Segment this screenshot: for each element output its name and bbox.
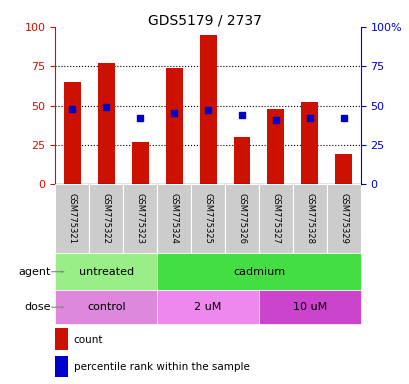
Bar xyxy=(55,290,157,324)
Bar xyxy=(123,184,157,253)
Bar xyxy=(157,253,360,290)
Bar xyxy=(165,68,182,184)
Bar xyxy=(55,253,157,290)
Bar xyxy=(64,82,81,184)
Bar xyxy=(225,184,258,253)
Text: GSM775323: GSM775323 xyxy=(135,194,144,244)
Text: control: control xyxy=(87,302,125,312)
Bar xyxy=(233,137,250,184)
Bar xyxy=(267,109,284,184)
Bar xyxy=(55,184,89,253)
Bar xyxy=(199,35,216,184)
Bar xyxy=(335,154,351,184)
Text: dose: dose xyxy=(25,302,51,312)
Text: cadmium: cadmium xyxy=(232,266,284,277)
Bar xyxy=(157,184,191,253)
Bar xyxy=(292,184,326,253)
Text: GSM775329: GSM775329 xyxy=(339,194,348,244)
Bar xyxy=(157,290,258,324)
Text: GSM775326: GSM775326 xyxy=(237,194,246,244)
Bar xyxy=(55,328,67,349)
Text: GSM775328: GSM775328 xyxy=(305,194,314,244)
Text: untreated: untreated xyxy=(79,266,133,277)
Text: GSM775324: GSM775324 xyxy=(169,194,178,244)
Text: 10 uM: 10 uM xyxy=(292,302,326,312)
Bar xyxy=(191,184,225,253)
Bar xyxy=(131,142,148,184)
Text: 2 uM: 2 uM xyxy=(194,302,221,312)
Bar xyxy=(97,63,115,184)
Text: GSM775321: GSM775321 xyxy=(67,194,76,244)
Bar xyxy=(258,290,360,324)
Text: GDS5179 / 2737: GDS5179 / 2737 xyxy=(148,13,261,27)
Text: GSM775322: GSM775322 xyxy=(101,194,110,244)
Bar xyxy=(89,184,123,253)
Bar xyxy=(326,184,360,253)
Text: count: count xyxy=(74,335,103,345)
Text: GSM775325: GSM775325 xyxy=(203,194,212,244)
Bar xyxy=(301,103,318,184)
Text: GSM775327: GSM775327 xyxy=(271,194,280,244)
Text: percentile rank within the sample: percentile rank within the sample xyxy=(74,362,249,372)
Bar xyxy=(55,356,67,377)
Bar xyxy=(258,184,292,253)
Text: agent: agent xyxy=(19,266,51,277)
